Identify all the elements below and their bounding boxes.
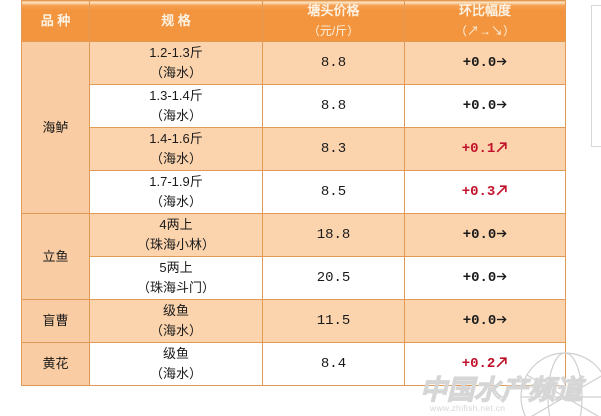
svg-text:www.zhifish.net.cn: www.zhifish.net.cn bbox=[429, 403, 505, 413]
